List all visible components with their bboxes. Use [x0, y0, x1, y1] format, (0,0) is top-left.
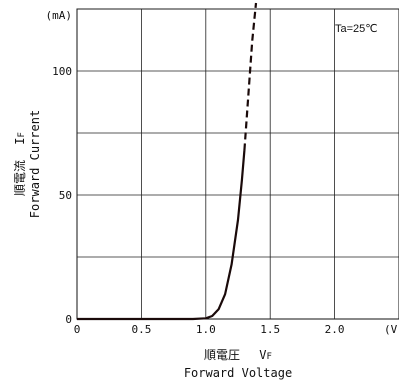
- y-tick-label: 50: [59, 189, 72, 202]
- y-axis-label-jp: 順電流: [13, 160, 27, 196]
- y-axis-title: 順電流 IF Forward Current: [13, 110, 42, 218]
- y-axis-label-en: Forward Current: [28, 110, 42, 218]
- grid: [77, 8, 399, 319]
- y-tick-label: 100: [52, 65, 72, 78]
- x-axis-label-jp: 順電圧: [204, 348, 240, 362]
- svg-text:順電流 IF: 順電流 IF: [13, 132, 27, 196]
- x-unit-label: (V): [384, 323, 399, 336]
- y-tick-label: 0: [65, 313, 72, 326]
- x-axis-label-en: Forward Voltage: [184, 366, 292, 380]
- iv-curve-dashed: [243, 2, 258, 151]
- series: [77, 2, 258, 321]
- tick-labels: 0 0.5 1.0 1.5 2.0 0 50 100: [52, 65, 344, 336]
- x-tick-label: 1.5: [260, 323, 280, 336]
- y-axis-symbol: I: [13, 137, 27, 144]
- y-axis-symbol-sub: F: [17, 132, 27, 137]
- y-unit-label: (mA): [46, 9, 73, 22]
- x-tick-label: 0: [74, 323, 81, 336]
- x-axis-symbol-sub: F: [267, 352, 272, 362]
- plot-frame: [76, 8, 399, 320]
- iv-curve-solid: [77, 150, 246, 321]
- condition-label: Ta=25℃: [335, 23, 378, 35]
- x-tick-label: 1.0: [196, 323, 216, 336]
- x-tick-label: 0.5: [131, 323, 151, 336]
- x-axis-symbol: V: [259, 348, 266, 362]
- x-tick-label: 2.0: [325, 323, 345, 336]
- x-axis-title: 順電圧 VF: [204, 348, 272, 362]
